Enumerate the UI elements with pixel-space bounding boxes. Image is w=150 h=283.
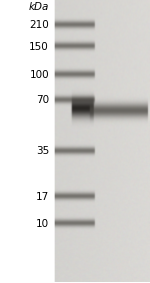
Text: 10: 10 bbox=[36, 218, 49, 229]
Text: kDa: kDa bbox=[29, 2, 49, 12]
Text: 100: 100 bbox=[29, 70, 49, 80]
Text: 210: 210 bbox=[29, 20, 49, 31]
Text: 70: 70 bbox=[36, 95, 49, 106]
Text: 150: 150 bbox=[29, 42, 49, 52]
Text: 17: 17 bbox=[36, 192, 49, 202]
Text: 35: 35 bbox=[36, 146, 49, 156]
